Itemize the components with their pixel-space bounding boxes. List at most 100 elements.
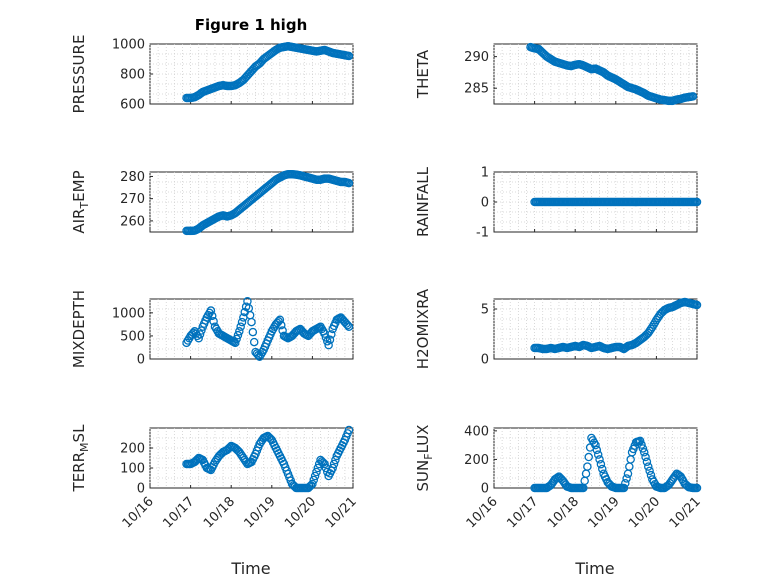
- data-point: [635, 436, 645, 446]
- data-point: [231, 338, 240, 348]
- data-point: [209, 317, 218, 326]
- x-tick-label: 10/16: [120, 494, 157, 531]
- y-tick-label: 1000: [112, 306, 145, 321]
- data-point: [314, 459, 324, 469]
- y-tick-label: 0: [137, 353, 145, 368]
- y-label-part: AIR: [70, 209, 88, 234]
- data-point: [309, 475, 319, 485]
- y-tick-label: 200: [120, 442, 145, 457]
- series-air-temp: [182, 169, 354, 236]
- data-point: [592, 445, 602, 455]
- data-point: [619, 483, 629, 493]
- data-point: [584, 452, 593, 462]
- data-point: [232, 334, 241, 344]
- x-tick-label: 10/19: [586, 494, 623, 531]
- y-tick-label: 285: [464, 82, 489, 97]
- grid-theta: [493, 44, 698, 104]
- data-point: [591, 440, 600, 450]
- y-axis-label-h2omixra: H2OMIXRA: [414, 288, 432, 369]
- data-point: [645, 466, 654, 476]
- subplot-theta: 285 290 THETA: [414, 42, 698, 106]
- series-terr-msl: [182, 425, 354, 493]
- data-point: [236, 322, 245, 331]
- y-tick-label: 0: [137, 482, 145, 497]
- x-axis-label-left: Time: [230, 559, 270, 578]
- y-tick-label: 1: [481, 166, 489, 181]
- data-point: [638, 444, 648, 453]
- data-point: [328, 463, 337, 473]
- y-tick-label: 5: [481, 303, 489, 318]
- data-point: [208, 311, 217, 321]
- data-point: [344, 178, 354, 188]
- y-label-part: LUX: [414, 425, 432, 454]
- data-point: [692, 197, 702, 207]
- x-tick-label: 10/21: [667, 494, 704, 531]
- data-point: [344, 51, 354, 61]
- data-point: [275, 315, 285, 325]
- data-point: [329, 459, 339, 469]
- y-label-part: EMP: [70, 170, 88, 201]
- y-label-subscript: T: [78, 202, 91, 210]
- subplot-mixdepth: 0 500 1000 MIXDEPTH: [70, 290, 354, 368]
- x-tick-label: 10/18: [201, 494, 238, 531]
- data-point: [344, 322, 354, 331]
- data-point: [197, 326, 206, 335]
- y-label-subscript: M: [78, 442, 91, 452]
- data-point: [195, 330, 205, 339]
- x-tick-label: 10/17: [160, 494, 197, 531]
- data-point: [688, 92, 698, 101]
- y-tick-label: 0: [481, 482, 489, 497]
- y-tick-label: 800: [120, 68, 145, 83]
- data-point: [235, 327, 244, 336]
- data-point: [596, 459, 606, 469]
- data-point: [194, 333, 203, 343]
- data-point: [320, 459, 329, 469]
- y-tick-label: 270: [120, 192, 145, 207]
- y-label-part: SUN: [414, 460, 432, 492]
- data-point: [277, 320, 286, 330]
- data-point: [692, 300, 702, 310]
- x-tick-label: 10/16: [464, 494, 501, 531]
- data-point: [313, 463, 323, 473]
- data-point: [637, 440, 646, 449]
- data-point: [308, 479, 317, 489]
- series-theta: [526, 42, 698, 106]
- x-tick-label: 10/18: [545, 494, 582, 531]
- data-point: [305, 482, 314, 491]
- y-axis-label-theta: THETA: [414, 49, 432, 99]
- data-point: [344, 425, 354, 435]
- y-label-part: TERR: [70, 452, 88, 493]
- data-point: [621, 478, 630, 488]
- subplot-terr-msl: 0 100 200 TERRMSL 10/16 10/17 10/18 10/19 10/20 1…: [70, 424, 360, 531]
- y-tick-label: 200: [464, 453, 489, 468]
- data-point: [248, 327, 258, 337]
- data-point: [642, 457, 652, 467]
- subplot-h2omixra: 0 5 H2OMIXRA: [414, 288, 702, 369]
- x-tick-label: 10/17: [504, 494, 541, 531]
- x-axis-label-right: Time: [574, 559, 614, 578]
- x-tick-label: 10/20: [626, 494, 663, 531]
- y-axis-label-mixdepth: MIXDEPTH: [70, 290, 88, 368]
- series-h2omixra: [530, 297, 702, 354]
- y-tick-label: 500: [120, 329, 145, 344]
- data-point: [641, 452, 650, 462]
- data-point: [692, 483, 702, 493]
- data-point: [312, 467, 321, 477]
- y-axis-label-sun-flux: SUNFLUX: [414, 425, 435, 492]
- grid-sun-flux: [493, 428, 698, 488]
- data-point: [644, 462, 653, 471]
- subplot-rainfall: -1 0 1 RAINFALL: [414, 166, 702, 241]
- data-point: [593, 450, 603, 459]
- figure-title: Figure 1 high: [195, 16, 308, 34]
- y-tick-label: -1: [476, 226, 489, 241]
- data-point: [317, 457, 327, 466]
- y-axis-label-pressure: PRESSURE: [70, 35, 88, 114]
- data-point: [646, 324, 656, 334]
- y-label-part: SL: [70, 424, 88, 443]
- subplot-pressure: 600 800 1000 PRESSURE: [70, 35, 354, 114]
- data-point: [264, 433, 274, 442]
- data-point: [206, 306, 216, 315]
- x-tick-label: 10/19: [242, 494, 279, 531]
